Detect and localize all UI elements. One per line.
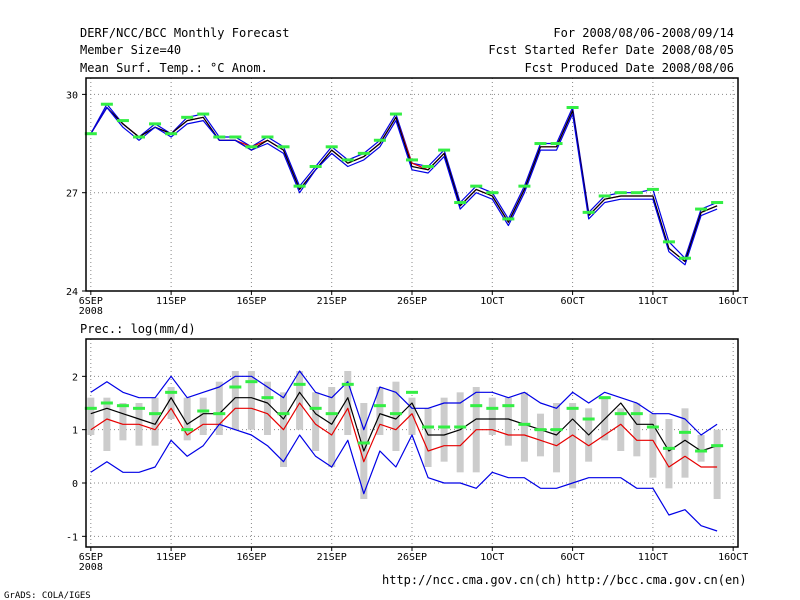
spread-bar <box>392 381 400 451</box>
forecast-period: For 2008/08/06-2008/09/14 <box>553 26 734 40</box>
series-line-min <box>90 106 718 266</box>
x-tick-label: 11SEP <box>156 552 186 563</box>
spread-bar <box>215 381 223 435</box>
variable-label: Mean Surf. Temp.: °C Anom. <box>80 61 268 75</box>
spread-bar <box>713 429 721 499</box>
spread-bar <box>665 419 673 489</box>
spread-bar <box>167 387 175 419</box>
series-line-max <box>90 103 718 259</box>
x-tick-label: 16OCT <box>718 296 748 307</box>
x-tick-label: 26SEP <box>397 296 427 307</box>
title: DERF/NCC/BCC Monthly Forecast <box>80 26 290 40</box>
x-tick-label: 16SEP <box>236 296 266 307</box>
grads-credit: GrADS: COLA/IGES <box>4 591 91 600</box>
spread-bar <box>296 371 304 430</box>
spread-bar <box>569 403 577 489</box>
series-line-mean <box>90 391 718 452</box>
spread-bar <box>183 397 191 441</box>
spread-bar <box>456 392 464 473</box>
spread-bar <box>328 387 336 467</box>
spread-bar <box>633 403 641 457</box>
series-line-min <box>90 423 718 532</box>
x-tick-label: 6OCT <box>561 552 585 563</box>
series-line-ensemble <box>90 402 718 468</box>
y-tick-label: 27 <box>66 189 78 200</box>
spread-bar <box>681 408 689 478</box>
x-tick-label: 6OCT <box>561 296 585 307</box>
spread-bar <box>504 397 512 446</box>
y-tick-label: -1 <box>66 532 78 543</box>
x-tick-label: 6SEP <box>79 552 103 563</box>
bcc-link[interactable]: http://bcc.cma.gov.cn(en) <box>566 573 747 587</box>
plot-frame <box>85 77 739 292</box>
x-tick-label: 11SEP <box>156 296 186 307</box>
spread-bar <box>536 413 544 457</box>
spread-bar <box>103 397 111 451</box>
spread-bar <box>440 397 448 462</box>
x-tick-year: 2008 <box>79 306 103 317</box>
x-tick-year: 2008 <box>79 562 103 573</box>
y-tick-label: 24 <box>66 287 78 298</box>
series-line-mean <box>90 106 718 263</box>
x-tick-label: 11OCT <box>638 552 668 563</box>
series-line-max <box>90 370 718 436</box>
spread-bar <box>553 403 561 473</box>
x-tick-label: 1OCT <box>480 552 504 563</box>
spread-bar <box>344 371 352 435</box>
spread-bar <box>617 408 625 451</box>
spread-bar <box>87 397 95 435</box>
member-size: Member Size=40 <box>80 43 181 57</box>
y-tick-label: 1 <box>72 426 78 437</box>
x-tick-label: 21SEP <box>317 552 347 563</box>
y-tick-label: 2 <box>72 372 78 383</box>
spread-bar <box>151 397 159 446</box>
y-tick-label: 30 <box>66 90 78 101</box>
x-tick-label: 21SEP <box>317 296 347 307</box>
x-tick-label: 6SEP <box>79 296 103 307</box>
spread-bar <box>408 397 416 435</box>
spread-bar <box>520 392 528 462</box>
spread-bar <box>649 413 657 478</box>
started-date: Fcst Started Refer Date 2008/08/05 <box>488 43 734 57</box>
produced-date: Fcst Produced Date 2008/08/06 <box>524 61 734 75</box>
x-tick-label: 11OCT <box>638 296 668 307</box>
spread-bar <box>199 397 207 435</box>
x-tick-label: 26SEP <box>397 552 427 563</box>
spread-bar <box>119 403 127 441</box>
precip-label: Prec.: log(mm/d) <box>80 322 196 336</box>
series-line-ensemble <box>90 106 718 263</box>
ncc-link[interactable]: http://ncc.cma.gov.cn(ch) <box>382 573 563 587</box>
x-tick-label: 16OCT <box>718 552 748 563</box>
x-tick-label: 1OCT <box>480 296 504 307</box>
spread-bar <box>247 371 255 430</box>
spread-bar <box>424 408 432 467</box>
spread-bar <box>488 397 496 435</box>
spread-bar <box>263 381 271 435</box>
y-tick-label: 0 <box>72 479 78 490</box>
spread-bar <box>231 371 239 430</box>
spread-bar <box>697 435 705 462</box>
spread-bar <box>312 392 320 451</box>
spread-bar <box>376 387 384 435</box>
x-tick-label: 16SEP <box>236 552 266 563</box>
